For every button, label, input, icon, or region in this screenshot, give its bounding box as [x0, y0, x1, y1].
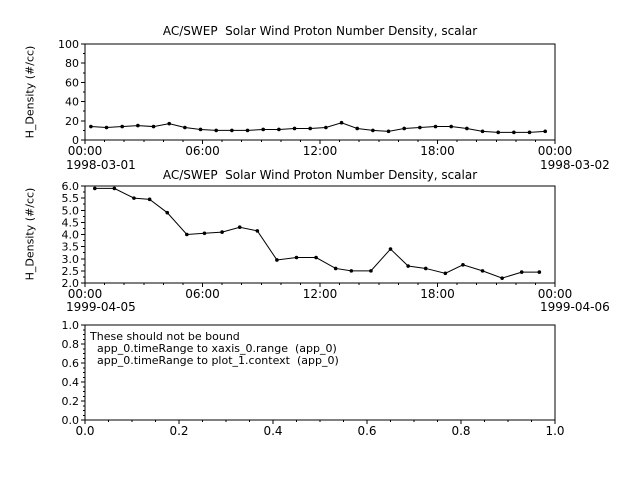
- svg-text:20: 20: [65, 115, 79, 128]
- binding-note-line2: app_0.timeRange to xaxis_0.range (app_0): [97, 342, 337, 355]
- svg-text:00:00: 00:00: [68, 287, 103, 301]
- svg-text:12:00: 12:00: [303, 144, 338, 158]
- svg-text:18:00: 18:00: [420, 287, 455, 301]
- plot1-title: AC/SWEP Solar Wind Proton Number Density…: [162, 24, 478, 38]
- svg-text:3.5: 3.5: [62, 241, 80, 254]
- svg-text:4.0: 4.0: [62, 229, 80, 242]
- svg-text:06:00: 06:00: [185, 144, 220, 158]
- plot1-start-date: 1998-03-01: [66, 158, 136, 172]
- svg-text:6.0: 6.0: [62, 180, 80, 193]
- svg-text:5.0: 5.0: [62, 204, 80, 217]
- svg-text:40: 40: [65, 96, 79, 109]
- svg-text:100: 100: [58, 38, 79, 51]
- svg-text:80: 80: [65, 57, 79, 70]
- plot2-title: AC/SWEP Solar Wind Proton Number Density…: [162, 168, 478, 182]
- plot1-plot-area[interactable]: [85, 44, 555, 140]
- svg-text:18:00: 18:00: [420, 144, 455, 158]
- svg-text:0.0: 0.0: [75, 424, 94, 438]
- binding-note-line1: These should not be bound: [90, 330, 240, 343]
- plot3-plot-area[interactable]: [85, 325, 555, 420]
- svg-text:0.4: 0.4: [62, 376, 80, 389]
- plot2-start-date: 1999-04-05: [66, 300, 136, 314]
- svg-text:00:00: 00:00: [538, 287, 573, 301]
- svg-text:60: 60: [65, 76, 79, 89]
- plot1-end-date: 1998-03-02: [540, 158, 610, 172]
- svg-text:00:00: 00:00: [68, 144, 103, 158]
- plot1-yaxis-label: H_Density (#/cc): [23, 45, 37, 139]
- svg-text:2.5: 2.5: [62, 265, 80, 278]
- svg-text:0.6: 0.6: [62, 357, 80, 370]
- svg-text:4.5: 4.5: [62, 216, 80, 229]
- svg-text:12:00: 12:00: [303, 287, 338, 301]
- svg-text:0.4: 0.4: [263, 424, 282, 438]
- plot2-end-date: 1999-04-06: [540, 300, 610, 314]
- svg-text:0.2: 0.2: [62, 395, 80, 408]
- svg-text:2.0: 2.0: [62, 277, 80, 290]
- svg-text:3.0: 3.0: [62, 253, 80, 266]
- svg-text:06:00: 06:00: [185, 287, 220, 301]
- svg-text:0.2: 0.2: [169, 424, 188, 438]
- svg-text:1.0: 1.0: [62, 319, 80, 332]
- binding-note-line3: app_0.timeRange to plot_1.context (app_0…: [97, 354, 339, 367]
- svg-text:1.0: 1.0: [545, 424, 564, 438]
- svg-text:00:00: 00:00: [538, 144, 573, 158]
- plot2-yaxis-label: H_Density (#/cc): [23, 187, 37, 281]
- plot2-plot-area[interactable]: [85, 186, 555, 283]
- svg-text:5.5: 5.5: [62, 192, 80, 205]
- svg-text:0.8: 0.8: [62, 338, 80, 351]
- svg-text:0: 0: [72, 134, 79, 147]
- svg-text:0.8: 0.8: [451, 424, 470, 438]
- svg-text:0.6: 0.6: [357, 424, 376, 438]
- svg-text:0.0: 0.0: [62, 414, 80, 427]
